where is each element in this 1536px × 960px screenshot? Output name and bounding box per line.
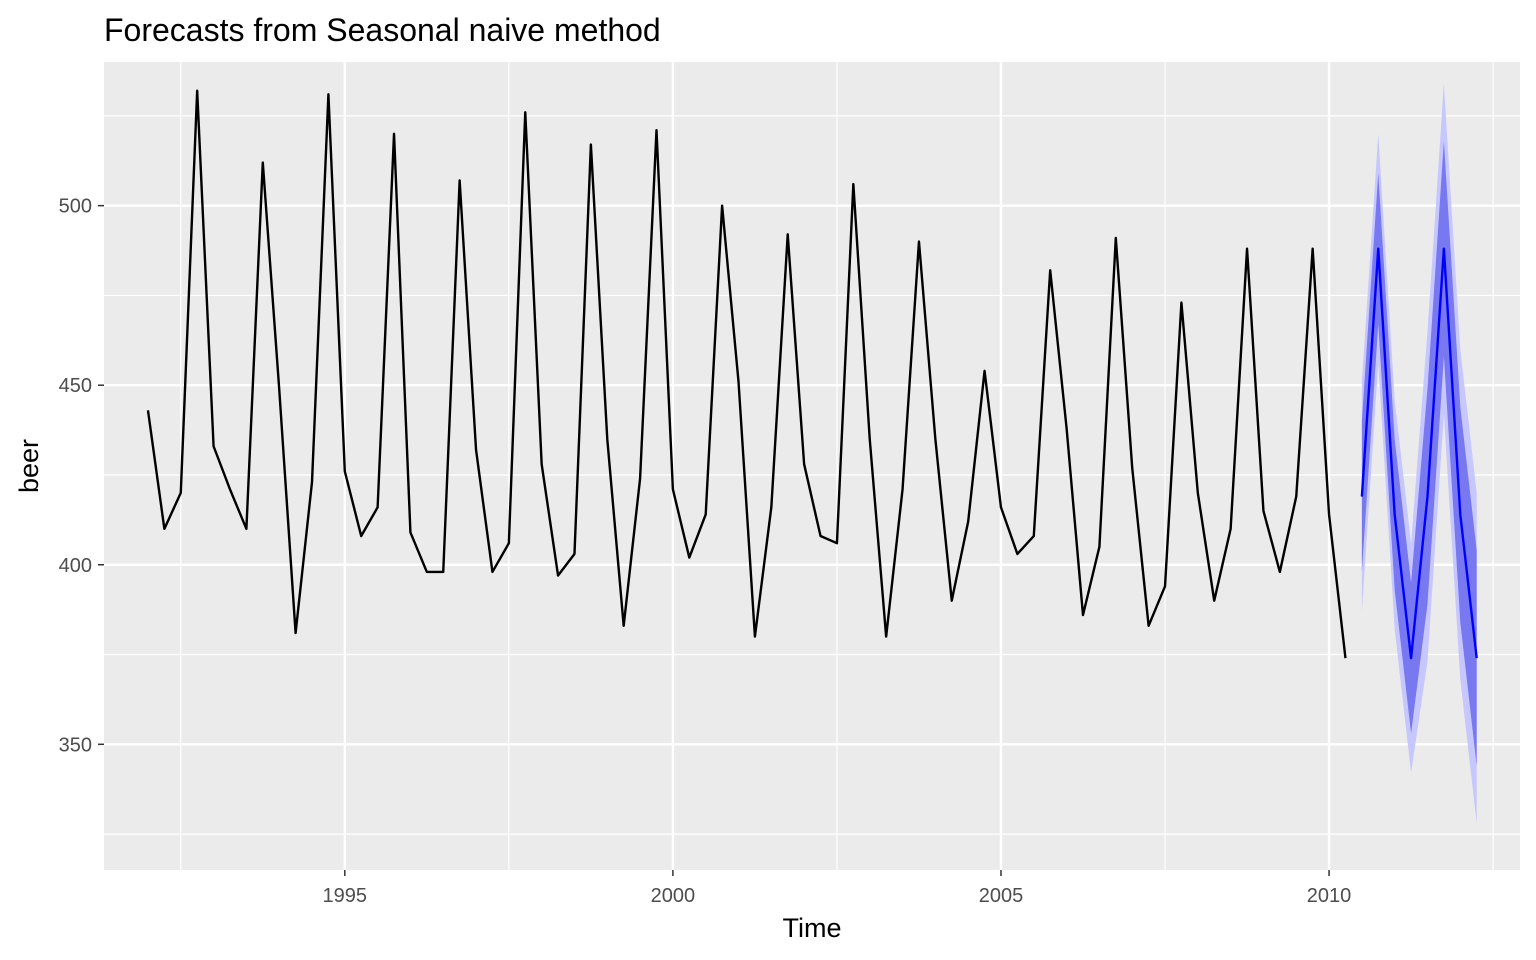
series-lines — [146, 89, 1478, 660]
grid-major — [104, 62, 1520, 870]
y-tick-label: 450 — [59, 375, 92, 397]
history-line — [146, 89, 1347, 659]
y-tick-label: 350 — [59, 734, 92, 756]
plot-panel — [104, 62, 1520, 870]
y-axis-title: beer — [14, 439, 44, 493]
y-tick-label: 500 — [59, 196, 92, 218]
x-tick-label: 1995 — [323, 885, 368, 907]
x-axis-title: Time — [783, 913, 842, 943]
x-tick-label: 2005 — [979, 885, 1024, 907]
x-axis: 1995 2000 2005 2010 — [323, 870, 1352, 907]
grid-minor — [104, 62, 1520, 870]
y-axis: 350 400 450 500 — [59, 196, 104, 756]
chart-title: Forecasts from Seasonal naive method — [104, 12, 661, 48]
y-tick-label: 400 — [59, 555, 92, 577]
forecast-mean-line — [1360, 247, 1478, 660]
x-tick-label: 2000 — [651, 885, 696, 907]
x-tick-label: 2010 — [1307, 885, 1352, 907]
